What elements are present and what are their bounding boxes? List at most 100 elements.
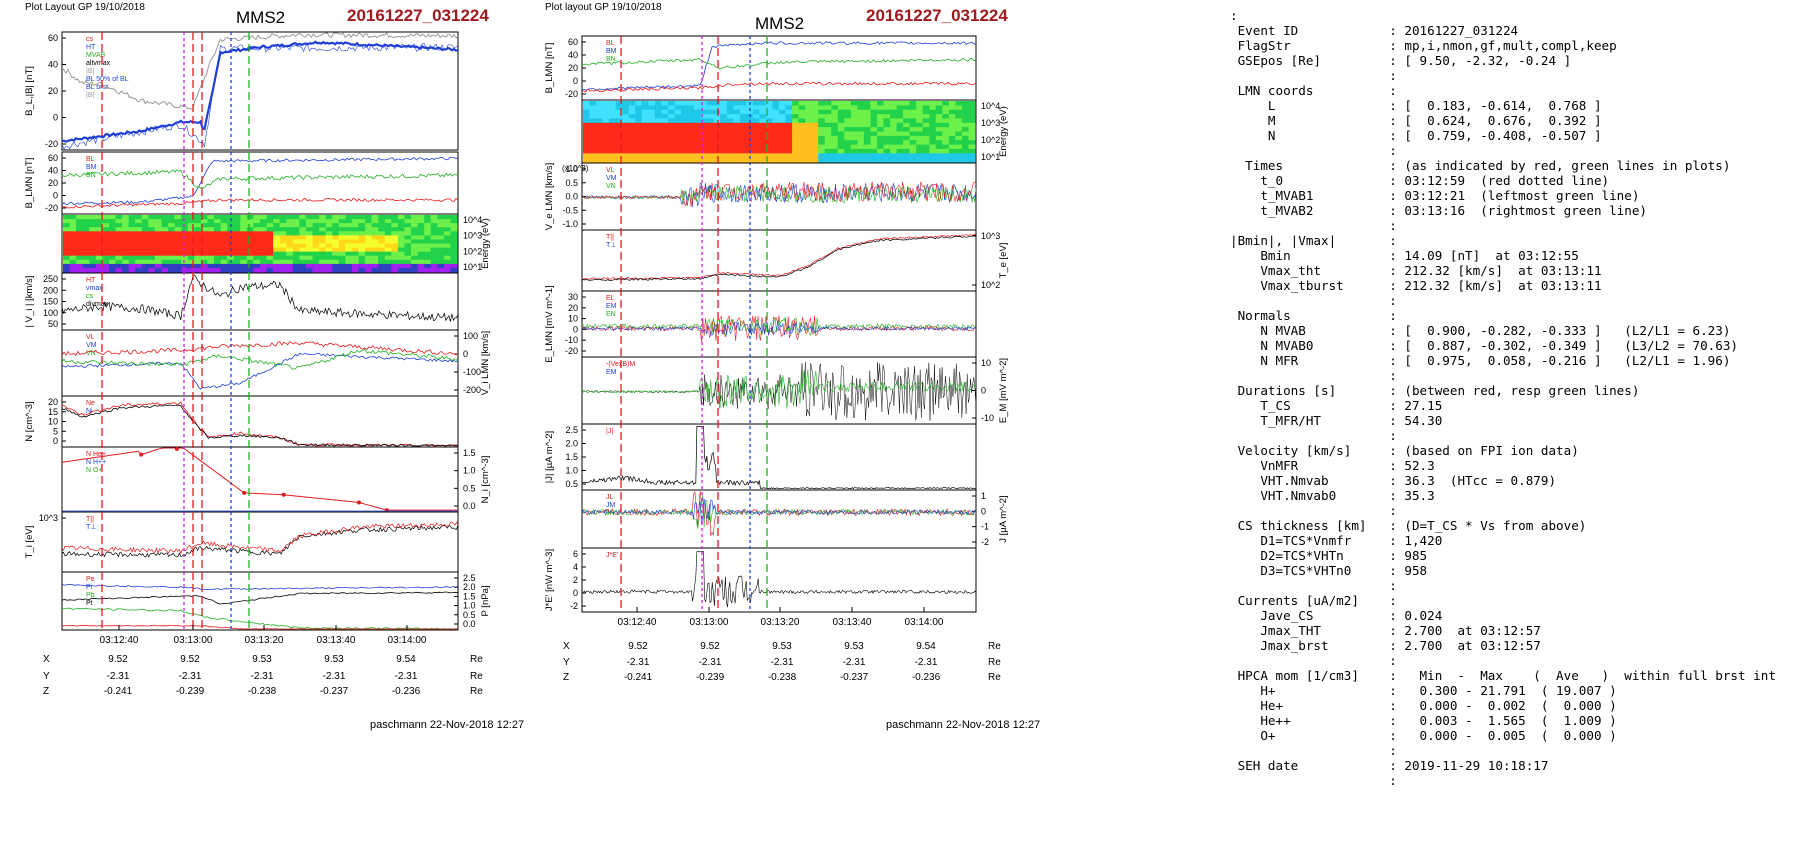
left-ion-spectrogram-cell [319, 239, 327, 245]
mid-electron-spectrogram-cell [759, 131, 767, 137]
left-ion-spectrogram-cell [345, 263, 353, 269]
mid-electron-spectrogram-cell [798, 131, 806, 137]
left-ion-spectrogram-cell [319, 227, 327, 232]
mid-electron-spectrogram-cell [844, 127, 852, 133]
mid-electron-spectrogram-cell [681, 105, 689, 111]
mid-rlabel-jlmn: J [µA m^-2] [998, 495, 1009, 542]
mid-ytick-elmn-4: -10 [565, 335, 578, 345]
mid-electron-spectrogram-cell [635, 109, 643, 115]
left-ion-spectrogram-cell [207, 235, 215, 241]
left-ion-spectrogram-cell [89, 247, 97, 253]
left-legend-vi-1: vmax [86, 285, 103, 292]
left-ion-spectrogram-cell [378, 243, 386, 249]
mid-electron-spectrogram-cell [929, 127, 937, 133]
left-ion-spectrogram-cell [273, 215, 281, 220]
left-ion-spectrogram-cell [168, 231, 176, 236]
mid-electron-spectrogram-cell [687, 105, 695, 111]
mid-electron-spectrogram-cell [844, 157, 852, 163]
mid-electron-spectrogram-cell [857, 131, 865, 137]
left-nhpp-point-4 [357, 500, 361, 505]
left-orbit-x-1: 9.52 [180, 654, 200, 665]
left-ion-spectrogram-cell [122, 215, 130, 220]
left-ion-spectrogram-cell [273, 267, 281, 273]
left-ion-spectrogram-cell [76, 231, 84, 236]
mid-electron-spectrogram-cell [674, 105, 682, 111]
left-ytick-bl-4: -20 [45, 139, 58, 149]
left-ytick-vi-3: 100 [43, 308, 58, 318]
left-ion-spectrogram-cell [417, 235, 425, 241]
left-ion-spectrogram-cell [365, 267, 373, 273]
left-ion-spectrogram-cell [214, 259, 222, 265]
left-ion-spectrogram-cell [122, 267, 130, 273]
mid-electron-spectrogram-cell [968, 135, 976, 141]
mid-electron-spectrogram-cell [890, 101, 898, 106]
mid-electron-spectrogram-cell [824, 144, 832, 150]
left-ytick-bl-2: 20 [48, 86, 58, 96]
left-ion-spectrogram-cell [404, 227, 412, 232]
left-ion-spectrogram-cell [391, 263, 399, 269]
mid-electron-spectrogram-cell [916, 144, 924, 150]
left-ion-spectrogram-cell [122, 259, 130, 265]
mid-electron-spectrogram-cell [922, 109, 930, 115]
left-ion-spectrogram-cell [128, 235, 136, 241]
left-ion-spectrogram-cell [161, 239, 169, 245]
left-ion-spectrogram-cell [443, 235, 452, 241]
left-ion-spectrogram-cell [338, 263, 346, 269]
left-ion-spectrogram-cell [181, 227, 189, 232]
mid-electron-spectrogram-cell [694, 157, 702, 163]
left-ion-spectrogram-cell [424, 251, 432, 257]
left-ion-spectrogram-cell [69, 247, 77, 253]
left-ion-spectrogram-cell [378, 227, 386, 232]
mid-electron-spectrogram-cell [857, 122, 865, 128]
left-ion-spectrogram-cell [89, 235, 97, 241]
left-ion-spectrogram-cell [312, 267, 320, 273]
mid-electron-spectrogram-cell [831, 105, 839, 111]
mid-electron-spectrogram-cell [929, 109, 937, 115]
mid-electron-spectrogram-cell [661, 105, 669, 111]
left-ion-spectrogram-cell [115, 247, 123, 253]
left-ion-spectrogram-cell [95, 243, 103, 249]
mid-electron-spectrogram-cell [733, 157, 741, 163]
mid-electron-spectrogram-cell [687, 144, 695, 150]
left-ion-spectrogram-cell [260, 259, 268, 265]
mid-electron-spectrogram-cell [589, 109, 597, 115]
left-ion-spectrogram-cell [384, 231, 392, 236]
left-ion-spectrogram-cell [430, 243, 438, 249]
mid-electron-spectrogram-cell [654, 101, 662, 106]
mid-electron-spectrogram-cell [759, 105, 767, 111]
mid-electron-spectrogram-cell [583, 114, 591, 120]
mid-electron-spectrogram-cell [641, 118, 649, 124]
left-ytick-ni-2: 0.5 [463, 483, 476, 493]
left-ion-spectrogram-cell [207, 259, 215, 265]
mid-orbit-x-2: 9.53 [772, 641, 792, 652]
mid-electron-spectrogram-cell [694, 148, 702, 154]
mid-electron-spectrogram-cell [968, 101, 976, 106]
mid-electron-spectrogram-cell [641, 109, 649, 115]
left-ion-spectrogram-cell [424, 227, 432, 232]
mid-electron-spectrogram-cell [779, 105, 787, 111]
left-ion-spectrogram-cell [240, 263, 248, 269]
mid-electron-spectrogram-cell [589, 127, 597, 133]
mid-electron-spectrogram-cell [654, 105, 662, 111]
left-ion-spectrogram-cell [273, 227, 281, 232]
left-ion-spectrogram-cell [424, 243, 432, 249]
left-ion-spectrogram-cell [417, 247, 425, 253]
mid-electron-spectrogram-cell [896, 144, 904, 150]
left-ion-spectrogram-cell [404, 243, 412, 249]
mid-ylabel-j: |J| [µA m^-2] [544, 431, 555, 483]
left-ion-spectrogram-cell [397, 223, 406, 228]
mid-electron-spectrogram-cell [831, 144, 839, 150]
left-ion-spectrogram-cell [384, 239, 392, 245]
mid-electron-spectrogram-cell [779, 153, 787, 159]
mid-electron-spectrogram-cell [589, 101, 597, 106]
mid-electron-spectrogram-cell [935, 118, 943, 124]
mid-electron-spectrogram-cell [844, 105, 852, 111]
left-ion-spectrogram-cell [63, 239, 71, 245]
left-ion-spectrogram-cell [214, 247, 222, 253]
mid-electron-spectrogram-cell [948, 118, 956, 124]
mid-electron-spectrogram-cell [850, 153, 858, 159]
mid-electron-spectrogram-cell [700, 135, 708, 141]
left-ion-spectrogram-cell [194, 223, 202, 228]
left-ion-spectrogram-cell [200, 215, 209, 220]
mid-electron-spectrogram-cell [746, 140, 754, 146]
